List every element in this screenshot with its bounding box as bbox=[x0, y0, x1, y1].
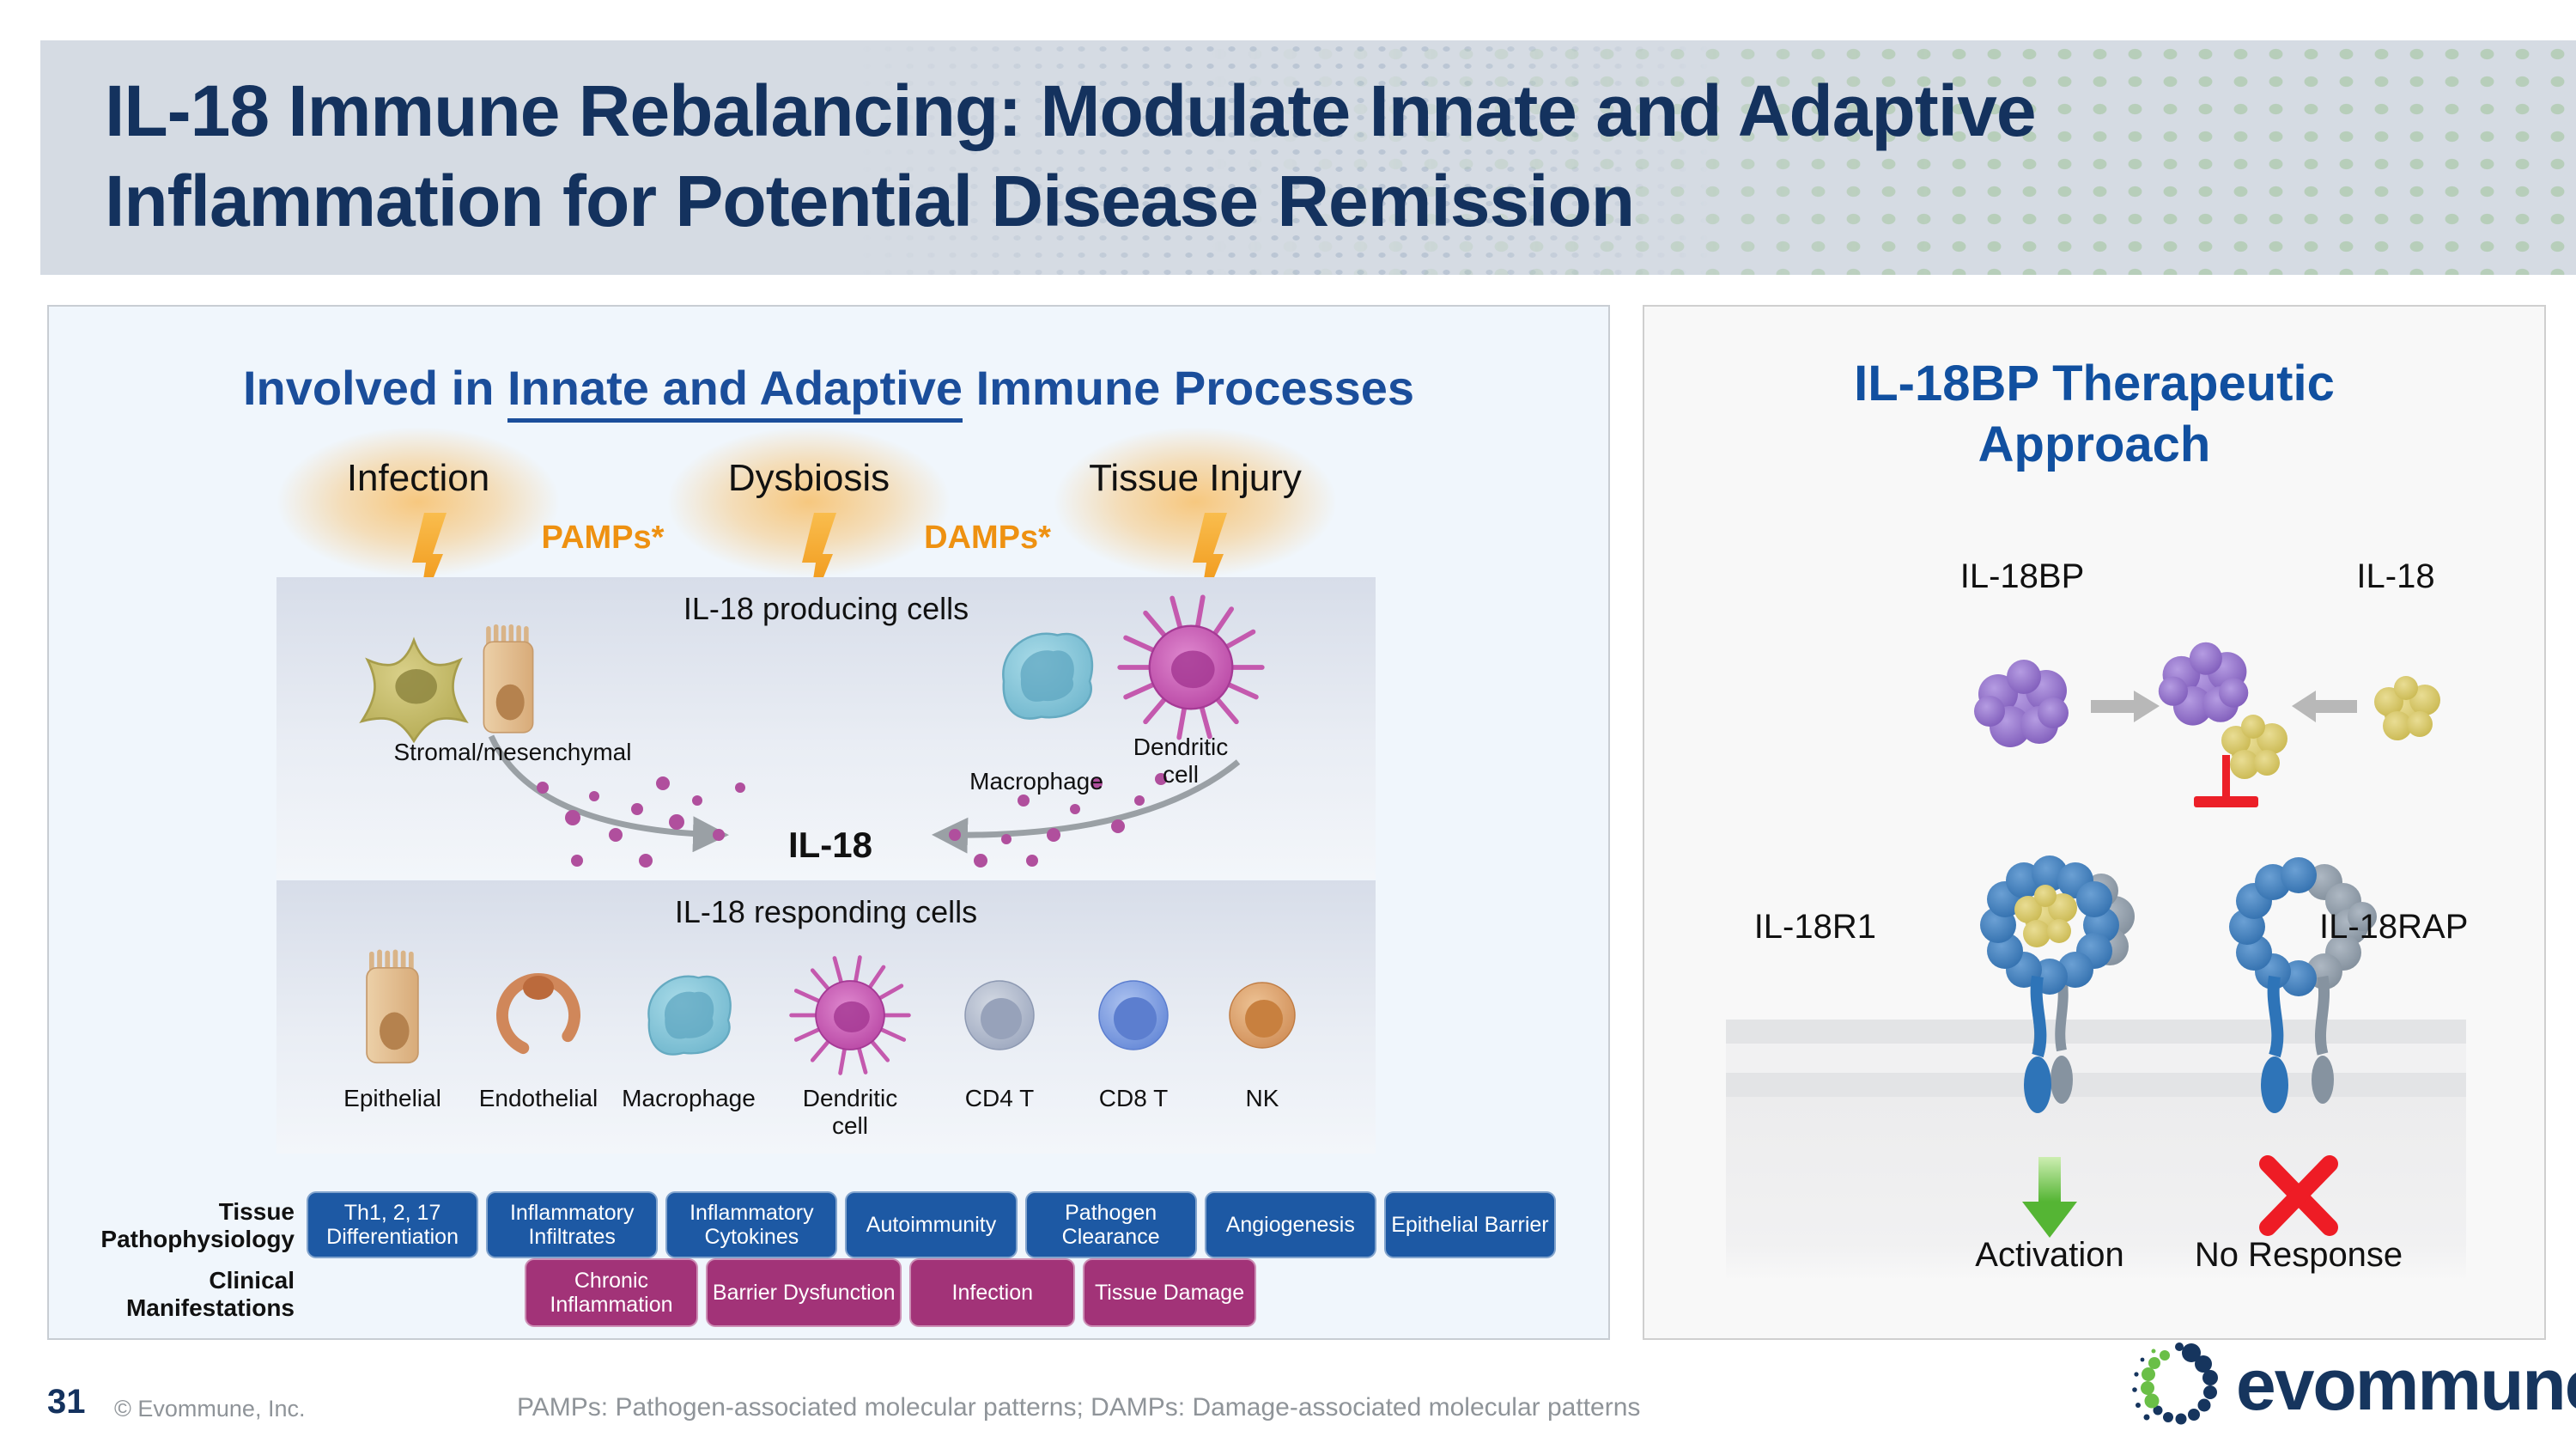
right-panel-heading: IL-18BP Therapeutic Approach bbox=[1644, 354, 2544, 476]
trigger-infection: Infection bbox=[346, 457, 490, 499]
patho-pill: Pathogen Clearance bbox=[1024, 1191, 1197, 1258]
clinical-manifestations-label: Clinical Manifestations bbox=[125, 1266, 295, 1321]
right-heading-line1: IL-18BP Therapeutic bbox=[1854, 356, 2335, 411]
stromal-label: Stromal/mesenchymal bbox=[393, 739, 632, 765]
slide-title-line1: IL-18 Immune Rebalancing: Modulate Innat… bbox=[105, 70, 2037, 151]
trigger-dysbiosis: Dysbiosis bbox=[727, 457, 890, 499]
activation-label: Activation bbox=[1975, 1236, 2124, 1274]
responding-cell-label: Dendritic cell bbox=[802, 1085, 898, 1140]
bound-il18 bbox=[2014, 885, 2077, 947]
activation-arrow-icon bbox=[2022, 1157, 2077, 1238]
clinical-pill: Infection bbox=[909, 1258, 1076, 1327]
nk-icon bbox=[1229, 982, 1296, 1049]
endothelial-icon bbox=[496, 973, 580, 1057]
heading-suffix: Immune Processes bbox=[963, 361, 1415, 415]
dendritic-label: Dendritic cell bbox=[1133, 734, 1229, 788]
clinical-pill: Tissue Damage bbox=[1083, 1258, 1256, 1327]
receptor-art bbox=[1726, 855, 2466, 1282]
patho-pill: Inflammatory Infiltrates bbox=[486, 1191, 659, 1258]
responding-cell-label: Endothelial bbox=[478, 1085, 598, 1111]
responding-cell-label: Macrophage bbox=[622, 1085, 756, 1111]
inhibition-icon bbox=[2194, 755, 2258, 807]
copyright-text: © Evommune, Inc. bbox=[114, 1396, 306, 1422]
binding-arrow-right bbox=[2091, 700, 2134, 713]
stromal-cell-icon bbox=[359, 636, 469, 744]
evommune-logo-icon bbox=[2132, 1342, 2218, 1425]
patho-pill: Autoimmunity bbox=[845, 1191, 1018, 1258]
no-response-x-icon bbox=[2259, 1155, 2338, 1236]
patho-pill: Inflammatory Cytokines bbox=[665, 1191, 838, 1258]
right-heading-line2: Approach bbox=[1978, 416, 2211, 472]
il18-responding-cells-box: IL-18 responding cells Epithelial Endoth… bbox=[276, 880, 1376, 1154]
evommune-wordmark: evommune bbox=[2236, 1344, 2576, 1425]
clinical-row: Chronic Inflammation Barrier Dysfunction… bbox=[525, 1258, 1256, 1327]
il18-producing-cells-box: IL-18 producing cells Stromal/mesenchyma… bbox=[276, 577, 1376, 880]
macrophage-icon bbox=[1002, 632, 1094, 720]
page-number: 31 bbox=[47, 1383, 86, 1421]
header-dot-pattern-green bbox=[1202, 40, 2576, 275]
signal-pamps: PAMPs* bbox=[541, 520, 665, 556]
signal-damps: DAMPs* bbox=[924, 520, 1051, 556]
il18-cytokine-label: IL-18 bbox=[787, 825, 873, 865]
il18-dots bbox=[537, 773, 1167, 868]
heading-prefix: Involved in bbox=[242, 361, 507, 415]
evommune-logo: evommune bbox=[2128, 1333, 2576, 1436]
responding-cell-label: CD8 T bbox=[1098, 1085, 1169, 1111]
cd4-t-icon bbox=[964, 980, 1035, 1050]
patho-pill: Th1, 2, 17 Differentiation bbox=[307, 1191, 479, 1258]
il18r1-receptor bbox=[1980, 855, 2135, 1113]
patho-pill: Epithelial Barrier bbox=[1383, 1191, 1556, 1258]
il18rap-receptor bbox=[2229, 857, 2377, 1113]
trigger-tissue-injury: Tissue Injury bbox=[1089, 457, 1302, 499]
dendritic-cell-icon bbox=[1117, 594, 1265, 740]
complex-il18bp bbox=[2158, 642, 2249, 726]
cd8-t-icon bbox=[1098, 980, 1169, 1050]
clinical-pill: Barrier Dysfunction bbox=[705, 1258, 902, 1327]
no-response-label: No Response bbox=[2194, 1236, 2403, 1274]
producing-cells-art bbox=[359, 594, 1265, 868]
left-panel-heading: Involved in Innate and Adaptive Immune P… bbox=[49, 360, 1608, 423]
responding-cells-title: IL-18 responding cells bbox=[674, 894, 978, 929]
lightning-bolt-icon bbox=[412, 513, 447, 618]
complex-il18 bbox=[2221, 715, 2287, 779]
macrophage-icon bbox=[647, 975, 732, 1056]
il18-label: IL-18 bbox=[2356, 557, 2435, 595]
il18rap-label: IL-18RAP bbox=[2319, 908, 2469, 946]
il18bp-binding-art bbox=[1974, 642, 2440, 807]
columnar-cell-icon bbox=[483, 624, 534, 734]
pathophysiology-row: Th1, 2, 17 Differentiation Inflammatory … bbox=[307, 1191, 1556, 1258]
tissue-pathophysiology-label: Tissue Pathophysiology bbox=[100, 1197, 295, 1252]
slide-title: IL-18 Immune Rebalancing: Modulate Innat… bbox=[105, 66, 2337, 247]
il18r1-label: IL-18R1 bbox=[1753, 908, 1876, 946]
lightning-bolt-icon bbox=[1193, 513, 1227, 618]
patho-pill: Angiogenesis bbox=[1204, 1191, 1376, 1258]
responding-cell-label: Epithelial bbox=[343, 1085, 441, 1111]
responding-cell-label: CD4 T bbox=[964, 1085, 1035, 1111]
innate-adaptive-panel: Involved in Innate and Adaptive Immune P… bbox=[47, 305, 1610, 1340]
slide-title-line2: Inflammation for Potential Disease Remis… bbox=[105, 161, 1635, 241]
il18bp-therapeutic-panel: IL-18BP Therapeutic Approach bbox=[1643, 305, 2546, 1340]
il18-protein-icon bbox=[2374, 676, 2440, 740]
header-band: IL-18 Immune Rebalancing: Modulate Innat… bbox=[40, 40, 2576, 275]
macrophage-label: Macrophage bbox=[969, 768, 1103, 795]
responding-cell-label: NK bbox=[1245, 1085, 1279, 1111]
dendritic-cell-icon bbox=[789, 955, 911, 1075]
clinical-pill: Chronic Inflammation bbox=[525, 1258, 698, 1327]
producing-cells-title: IL-18 producing cells bbox=[683, 591, 969, 626]
footnote-text: PAMPs: Pathogen-associated molecular pat… bbox=[517, 1393, 1641, 1422]
il18bp-label: IL-18BP bbox=[1959, 557, 2085, 595]
il18bp-protein-icon bbox=[1974, 660, 2069, 747]
responding-cells-art bbox=[366, 949, 1296, 1075]
cell-membrane bbox=[1726, 1020, 2466, 1282]
heading-underlined: Innate and Adaptive bbox=[507, 361, 963, 423]
binding-arrow-left bbox=[2316, 700, 2357, 713]
endothelial-nucleus bbox=[523, 976, 554, 1000]
lightning-bolt-icon bbox=[802, 513, 836, 618]
epithelial-icon bbox=[366, 949, 419, 1064]
